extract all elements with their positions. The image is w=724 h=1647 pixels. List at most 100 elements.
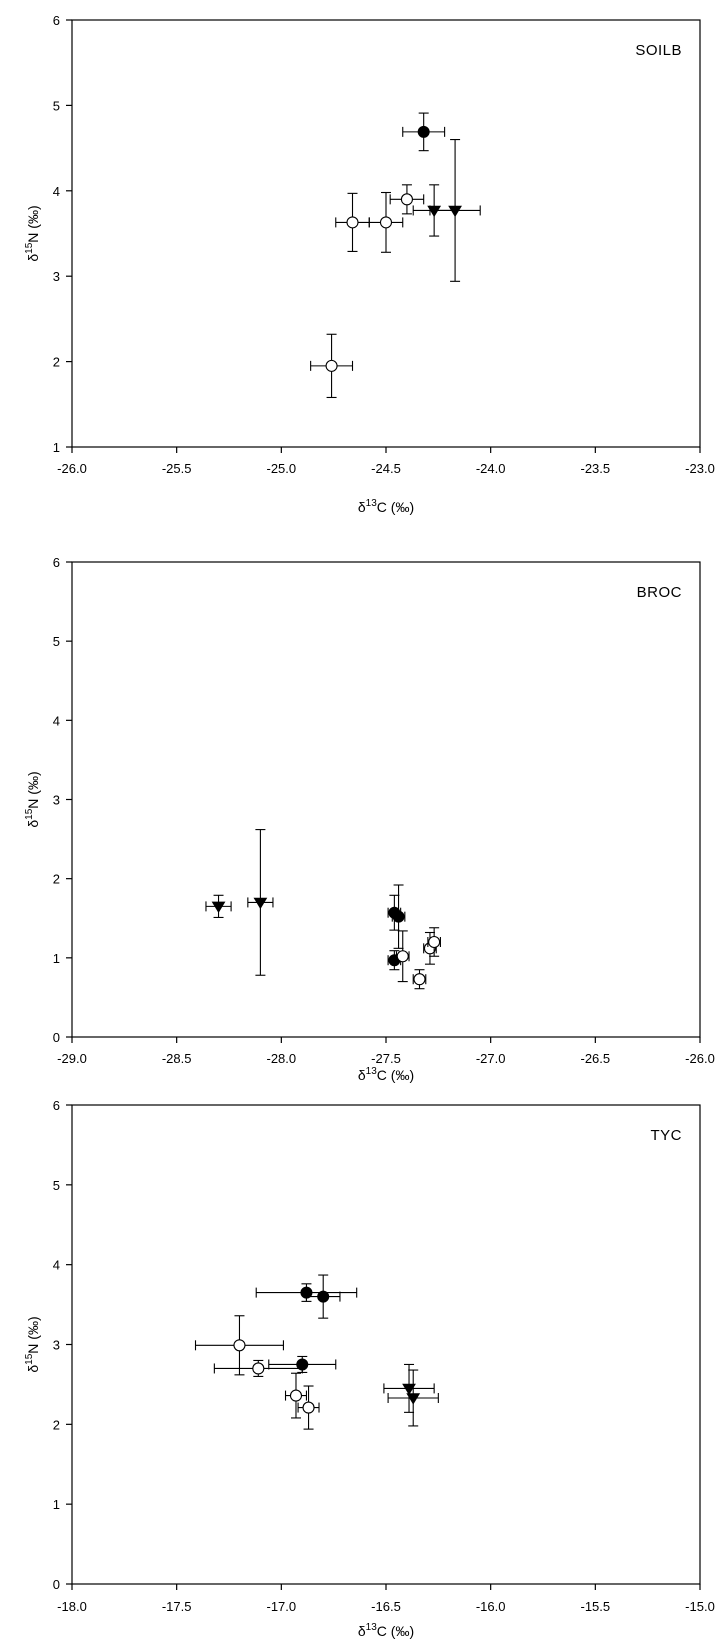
data-point-open-circle bbox=[297, 1385, 320, 1430]
data-point-filled-circle bbox=[391, 884, 406, 949]
axis-title-greek: δ bbox=[25, 254, 41, 262]
data-point-filled-circle bbox=[387, 950, 402, 971]
data-point-filled-triangle-down bbox=[383, 1363, 435, 1413]
x-tick-label: -26.0 bbox=[685, 1051, 715, 1066]
axis-title-element: N bbox=[25, 1344, 41, 1354]
x-tick-label: -16.0 bbox=[476, 1599, 506, 1614]
axis-title-superscript: 15 bbox=[24, 1353, 35, 1365]
marker-filled-circle bbox=[317, 1290, 330, 1303]
x-axis-title: δ13C (‰) bbox=[358, 498, 414, 515]
x-tick-label: -17.5 bbox=[162, 1599, 192, 1614]
marker-open-circle bbox=[413, 973, 426, 986]
x-tick-label: -23.0 bbox=[685, 461, 715, 476]
y-tick-label: 5 bbox=[53, 1178, 60, 1193]
marker-open-circle bbox=[396, 950, 409, 963]
x-tick-label: -24.0 bbox=[476, 461, 506, 476]
data-point-filled-triangle-down bbox=[387, 1369, 439, 1427]
x-tick-label: -15.0 bbox=[685, 1599, 715, 1614]
y-tick-label: 6 bbox=[53, 555, 60, 570]
chart-soilb: -26.0 -25.5 -25.0 -24.5 -24.0 -23.5 -23.0 1 2 3 4 5… bbox=[0, 0, 724, 540]
marker-open-circle bbox=[325, 359, 338, 372]
marker-open-circle bbox=[302, 1401, 315, 1414]
data-point-open-circle bbox=[194, 1315, 284, 1376]
data-point-open-circle bbox=[395, 930, 410, 983]
y-tick-label: 2 bbox=[53, 355, 60, 370]
marker-open-circle bbox=[379, 216, 393, 229]
y-tick-label: 2 bbox=[53, 872, 60, 887]
y-tick-label: 5 bbox=[53, 634, 60, 649]
axis-title-unit: (‰) bbox=[25, 1316, 41, 1343]
y-tick-label: 0 bbox=[53, 1577, 60, 1592]
chart-svg-soilb: -26.0 -25.5 -25.0 -24.5 -24.0 -23.5 -23.0 1 2 3 4 5… bbox=[24, 13, 715, 515]
x-tick-label: -26.0 bbox=[57, 461, 87, 476]
plot-frame bbox=[71, 561, 701, 1038]
marker-open-circle bbox=[252, 1362, 265, 1375]
chart-broc: -29.0 -28.5 -28.0 -27.5 -27.0 -26.5 -26.0 0 1 2 3 4… bbox=[0, 540, 724, 1090]
x-tick-label: -25.0 bbox=[267, 461, 297, 476]
y-tick-label: 5 bbox=[53, 98, 60, 113]
x-tick-label: -24.5 bbox=[371, 461, 401, 476]
x-tick-label: -26.5 bbox=[581, 1051, 611, 1066]
data-point-filled-circle bbox=[305, 1274, 341, 1319]
data-point-open-circle bbox=[213, 1359, 303, 1377]
data-point-open-circle bbox=[389, 184, 425, 215]
axis-title-element: C bbox=[377, 1623, 387, 1639]
data-point-filled-circle bbox=[402, 112, 446, 152]
marker-filled-triangle-down bbox=[406, 1393, 421, 1405]
y-tick-label: 0 bbox=[53, 1030, 60, 1045]
axis-title-greek: δ bbox=[25, 820, 41, 828]
axis-title-unit: (‰) bbox=[387, 1623, 414, 1639]
panel-label: SOILB bbox=[635, 42, 682, 59]
y-tick-label: 4 bbox=[53, 184, 60, 199]
chart-svg-broc: -29.0 -28.5 -28.0 -27.5 -27.0 -26.5 -26.0 0 1 2 3 4… bbox=[24, 555, 715, 1083]
axis-title-element: C bbox=[377, 499, 387, 515]
axis-title-greek: δ bbox=[358, 499, 366, 515]
axis-title-superscript: 15 bbox=[24, 808, 35, 820]
x-axis-title: δ13C (‰) bbox=[358, 1622, 414, 1639]
axis-title-superscript: 15 bbox=[24, 242, 35, 254]
data-point-open-circle bbox=[310, 333, 354, 399]
plot-frame bbox=[71, 1104, 701, 1585]
data-point-open-circle bbox=[427, 927, 441, 957]
x-tick-label: -27.0 bbox=[476, 1051, 506, 1066]
axis-title-superscript: 13 bbox=[366, 1066, 378, 1077]
axis-title-unit: (‰) bbox=[25, 205, 41, 232]
y-tick-label: 3 bbox=[53, 793, 60, 808]
y-tick-label: 1 bbox=[53, 440, 60, 455]
x-tick-label: -29.0 bbox=[57, 1051, 87, 1066]
marker-open-circle bbox=[289, 1389, 303, 1402]
axis-title-unit: (‰) bbox=[387, 499, 414, 515]
y-tick-label: 1 bbox=[53, 951, 60, 966]
marker-filled-triangle-down bbox=[448, 205, 462, 218]
x-tick-label: -15.5 bbox=[581, 1599, 611, 1614]
axis-title-superscript: 13 bbox=[366, 1622, 378, 1633]
chart-tyc: -18.0 -17.5 -17.0 -16.5 -16.0 -15.5 -15.0 0 1 2 3 4… bbox=[0, 1090, 724, 1647]
x-tick-label: -18.0 bbox=[57, 1599, 87, 1614]
marker-open-circle bbox=[346, 216, 359, 229]
marker-open-circle bbox=[400, 193, 413, 206]
data-point-open-circle bbox=[412, 969, 427, 990]
marker-filled-triangle-down bbox=[402, 1383, 416, 1396]
x-tick-label: -16.5 bbox=[371, 1599, 401, 1614]
data-point-open-circle bbox=[368, 191, 404, 253]
axis-title-element: C bbox=[377, 1067, 387, 1083]
axis-title-unit: (‰) bbox=[25, 771, 41, 798]
axis-title-element: N bbox=[25, 233, 41, 243]
marker-open-circle bbox=[428, 935, 441, 949]
y-tick-label: 6 bbox=[53, 1098, 60, 1113]
y-axis-title: δ15N (‰) bbox=[24, 205, 41, 261]
marker-filled-circle bbox=[417, 125, 430, 138]
y-tick-label: 4 bbox=[53, 1258, 60, 1273]
y-tick-label: 4 bbox=[53, 713, 60, 728]
marker-open-circle bbox=[233, 1339, 246, 1352]
data-point-filled-triangle-down bbox=[205, 894, 232, 919]
y-tick-label: 2 bbox=[53, 1417, 60, 1432]
axis-title-greek: δ bbox=[358, 1623, 366, 1639]
data-point-filled-triangle-down bbox=[429, 139, 481, 282]
panel-label: TYC bbox=[651, 1127, 683, 1144]
marker-filled-triangle-down bbox=[253, 897, 268, 910]
data-point-filled-triangle-down bbox=[247, 829, 274, 976]
marker-filled-triangle-down bbox=[211, 901, 226, 914]
x-tick-label: -28.0 bbox=[267, 1051, 297, 1066]
x-tick-label: -17.0 bbox=[267, 1599, 297, 1614]
